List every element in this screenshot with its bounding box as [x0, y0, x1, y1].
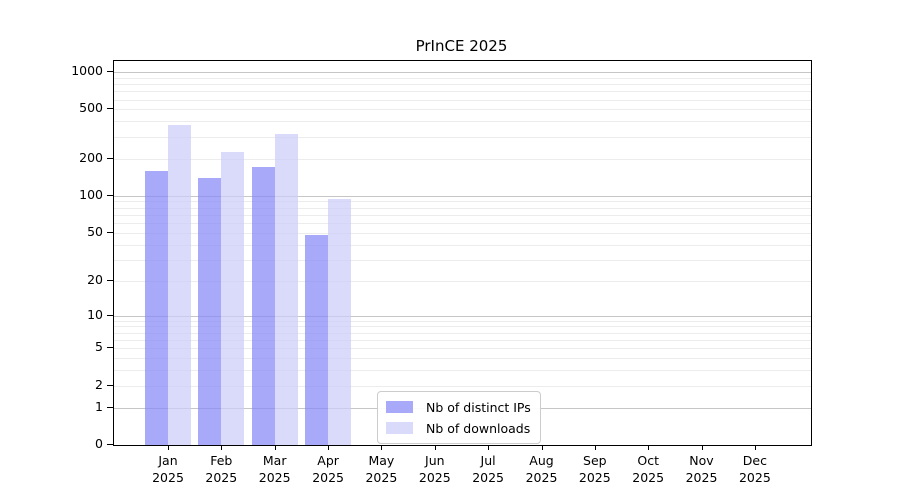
x-tick-year: 2025 — [152, 469, 184, 485]
y-tick — [107, 70, 113, 72]
y-tick — [107, 157, 113, 159]
x-tick-year: 2025 — [525, 469, 558, 485]
x-tick — [594, 445, 596, 450]
gridline-minor — [114, 109, 811, 111]
gridline-minor — [114, 84, 811, 85]
x-tick-label: Jul 2025 — [456, 453, 520, 486]
legend-row-downloads: Nb of downloads — [386, 419, 531, 437]
x-tick-label: Oct 2025 — [616, 453, 680, 486]
x-tick-month: Jun — [425, 453, 445, 468]
y-tick — [107, 108, 113, 110]
bar-downloads-apr — [328, 198, 352, 445]
x-tick — [168, 445, 169, 450]
x-tick-month: May — [368, 453, 395, 468]
y-tick — [107, 444, 113, 445]
x-tick-year: 2025 — [205, 469, 238, 485]
x-tick-label: Aug 2025 — [510, 453, 574, 486]
y-tick-label: 50 — [87, 223, 103, 239]
x-tick-month: Jan — [158, 453, 178, 468]
x-tick-month: Jul — [480, 453, 496, 468]
y-tick-label: 2 — [95, 376, 103, 392]
x-tick — [754, 445, 756, 450]
y-tick-label: 1000 — [71, 62, 103, 78]
legend: Nb of distinct IPs Nb of downloads — [377, 391, 541, 444]
y-tick-label: 200 — [79, 149, 103, 165]
gridline-minor — [114, 121, 811, 123]
y-tick — [107, 231, 113, 233]
x-tick-year: 2025 — [365, 469, 398, 485]
gridline-minor — [114, 99, 811, 101]
x-tick — [541, 445, 543, 450]
y-tick — [107, 347, 113, 349]
x-tick-label: Sep 2025 — [563, 453, 627, 486]
bar-distinct-ips-jan — [145, 170, 168, 445]
x-tick-label: Mar 2025 — [243, 453, 307, 486]
x-tick-label: Dec 2025 — [723, 453, 787, 486]
legend-label-downloads: Nb of downloads — [426, 420, 531, 436]
x-tick-month: Aug — [529, 453, 554, 468]
x-tick-month: Dec — [742, 453, 767, 468]
legend-row-distinct-ips: Nb of distinct IPs — [386, 398, 531, 416]
x-tick-month: Mar — [262, 453, 287, 468]
y-tick — [107, 279, 113, 281]
bar-distinct-ips-mar — [251, 167, 275, 445]
bar-downloads-jan — [168, 124, 191, 445]
legend-label-distinct-ips: Nb of distinct IPs — [426, 399, 531, 415]
y-tick — [107, 314, 113, 316]
y-tick — [107, 384, 113, 386]
bar-downloads-mar — [274, 134, 298, 445]
x-tick — [434, 445, 436, 450]
x-tick-label: Feb 2025 — [189, 453, 253, 486]
y-tick-label: 1 — [95, 398, 103, 414]
x-tick-year: 2025 — [312, 469, 344, 485]
x-tick-month: Nov — [689, 453, 714, 468]
y-tick-label: 10 — [87, 306, 103, 322]
y-tick — [107, 194, 113, 196]
y-tick-label: 5 — [95, 339, 103, 355]
y-tick-label: 20 — [87, 271, 103, 287]
legend-swatch-downloads-icon — [386, 422, 413, 434]
gridline-minor — [114, 136, 811, 138]
x-tick-label: May 2025 — [349, 453, 413, 486]
x-tick-label: Apr 2025 — [296, 453, 360, 486]
plot-area — [113, 60, 812, 446]
x-tick — [648, 445, 650, 450]
bar-distinct-ips-feb — [198, 177, 222, 445]
gridline-minor — [114, 158, 811, 160]
x-tick — [381, 445, 383, 450]
x-tick-month: Apr — [317, 453, 339, 468]
x-tick — [701, 445, 703, 450]
x-tick-year: 2025 — [258, 469, 291, 485]
gridline-minor — [114, 77, 811, 79]
x-tick-label: Jan 2025 — [136, 453, 200, 486]
x-tick-year: 2025 — [632, 469, 665, 485]
x-tick-label: Jun 2025 — [403, 453, 467, 486]
x-tick-label: Nov 2025 — [670, 453, 734, 486]
gridline-major — [114, 71, 811, 73]
x-tick — [221, 445, 223, 450]
x-tick-year: 2025 — [418, 469, 451, 485]
x-tick-month: Sep — [583, 453, 607, 468]
x-tick-month: Feb — [210, 453, 233, 468]
gridline-minor — [114, 91, 811, 93]
x-tick-year: 2025 — [738, 469, 771, 485]
x-tick-year: 2025 — [685, 469, 718, 485]
x-tick-month: Oct — [637, 453, 659, 468]
x-tick-year: 2025 — [472, 469, 504, 485]
x-tick — [488, 445, 490, 450]
y-tick-label: 500 — [79, 100, 103, 116]
y-tick — [107, 406, 113, 408]
legend-swatch-distinct-ips-icon — [386, 401, 413, 413]
y-tick-label: 100 — [79, 186, 103, 202]
x-tick — [274, 445, 276, 450]
bar-distinct-ips-apr — [305, 234, 329, 445]
x-tick-year: 2025 — [578, 469, 611, 485]
chart-title: PrInCE 2025 — [415, 37, 508, 55]
x-tick — [328, 445, 330, 450]
y-tick-label: 0 — [95, 436, 103, 451]
bar-downloads-feb — [221, 152, 245, 445]
